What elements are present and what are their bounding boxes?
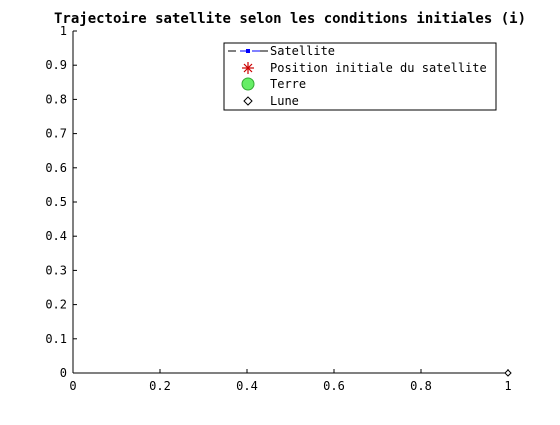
chart-title: Trajectoire satellite selon les conditio… xyxy=(54,11,526,27)
y-tick-label: 1 xyxy=(60,24,67,38)
x-tick-label: 1 xyxy=(504,379,511,393)
x-tick-label: 0.4 xyxy=(236,379,258,393)
x-ticks: 0 0.2 0.4 0.6 0.8 1 xyxy=(69,369,512,393)
legend: Satellite Position initiale du satellite… xyxy=(223,42,497,111)
y-tick-label: 0.5 xyxy=(45,195,67,209)
legend-item-lune: Lune xyxy=(243,94,299,108)
legend-box xyxy=(223,42,497,111)
legend-item-terre: Terre xyxy=(241,77,306,91)
legend-satellite-dot-icon xyxy=(246,49,250,53)
legend-item-satellite: Satellite xyxy=(228,44,335,58)
y-tick-label: 0.4 xyxy=(45,229,67,243)
earth-marker-icon xyxy=(241,77,255,91)
legend-label-terre: Terre xyxy=(270,77,306,91)
y-tick-label: 0.9 xyxy=(45,58,67,72)
y-tick-label: 0.7 xyxy=(45,127,67,141)
y-ticks: 0 0.1 0.2 0.3 0.4 0.5 0.6 0.7 0.8 0.9 1 xyxy=(45,24,77,380)
asterisk-marker-icon xyxy=(242,62,254,74)
moon-marker-icon xyxy=(243,96,253,106)
x-tick-label: 0.8 xyxy=(410,379,432,393)
y-tick-label: 0.3 xyxy=(45,263,67,277)
legend-label-lune: Lune xyxy=(270,94,299,108)
y-tick-label: 0.6 xyxy=(45,161,67,175)
legend-item-initial-position: Position initiale du satellite xyxy=(242,61,487,75)
y-tick-label: 0.2 xyxy=(45,298,67,312)
x-tick-label: 0 xyxy=(69,379,76,393)
legend-label-initial-position: Position initiale du satellite xyxy=(270,61,487,75)
data-marks xyxy=(504,369,512,377)
y-tick-label: 0.1 xyxy=(45,332,67,346)
y-tick-label: 0 xyxy=(60,366,67,380)
legend-label-satellite: Satellite xyxy=(270,44,335,58)
moon-data-point xyxy=(504,369,512,377)
y-tick-label: 0.8 xyxy=(45,92,67,106)
x-tick-label: 0.6 xyxy=(323,379,345,393)
x-tick-label: 0.2 xyxy=(149,379,171,393)
